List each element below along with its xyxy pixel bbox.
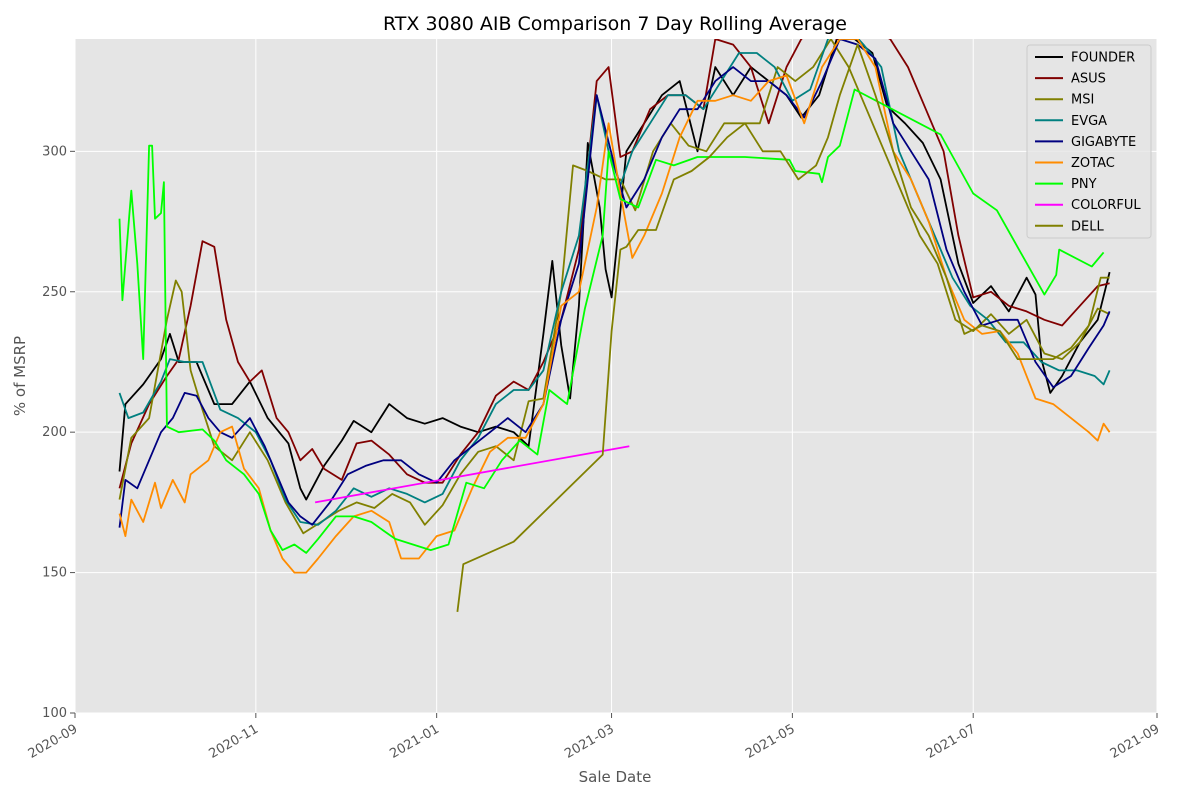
series-line-dell bbox=[456, 43, 1110, 613]
legend-label: PNY bbox=[1071, 177, 1097, 192]
y-tick-label: 250 bbox=[42, 285, 67, 300]
legend-label: FOUNDER bbox=[1071, 51, 1135, 66]
legend-label: DELL bbox=[1071, 219, 1104, 234]
plot-area bbox=[75, 39, 1157, 713]
series-line-pny bbox=[118, 88, 1105, 554]
y-axis-ticks: 100 150 200 250 300 bbox=[42, 144, 75, 721]
legend-label: COLORFUL bbox=[1071, 198, 1141, 213]
series-lines bbox=[118, 39, 1111, 613]
series-line-founder bbox=[118, 39, 1111, 501]
legend-label: ZOTAC bbox=[1071, 156, 1115, 171]
y-tick-label: 200 bbox=[42, 425, 67, 440]
legend-label: MSI bbox=[1071, 93, 1094, 108]
legend: FOUNDER ASUS MSI EVGA GIGABYTE ZOTAC PNY COLORF… bbox=[1026, 44, 1152, 239]
y-tick-label: 150 bbox=[42, 566, 67, 581]
legend-label: EVGA bbox=[1071, 114, 1107, 129]
legend-box bbox=[1026, 44, 1152, 239]
series-line-colorful bbox=[314, 445, 630, 504]
y-tick-label: 100 bbox=[42, 706, 67, 721]
chart-title: RTX 3080 AIB Comparison 7 Day Rolling Av… bbox=[383, 13, 847, 35]
series-line-gigabyte bbox=[118, 39, 1111, 528]
y-axis-label: % of MSRP bbox=[11, 336, 29, 416]
y-tick-label: 300 bbox=[42, 144, 67, 159]
legend-label: GIGABYTE bbox=[1071, 135, 1136, 150]
x-axis-label: Sale Date bbox=[579, 768, 652, 786]
legend-label: ASUS bbox=[1071, 72, 1106, 87]
